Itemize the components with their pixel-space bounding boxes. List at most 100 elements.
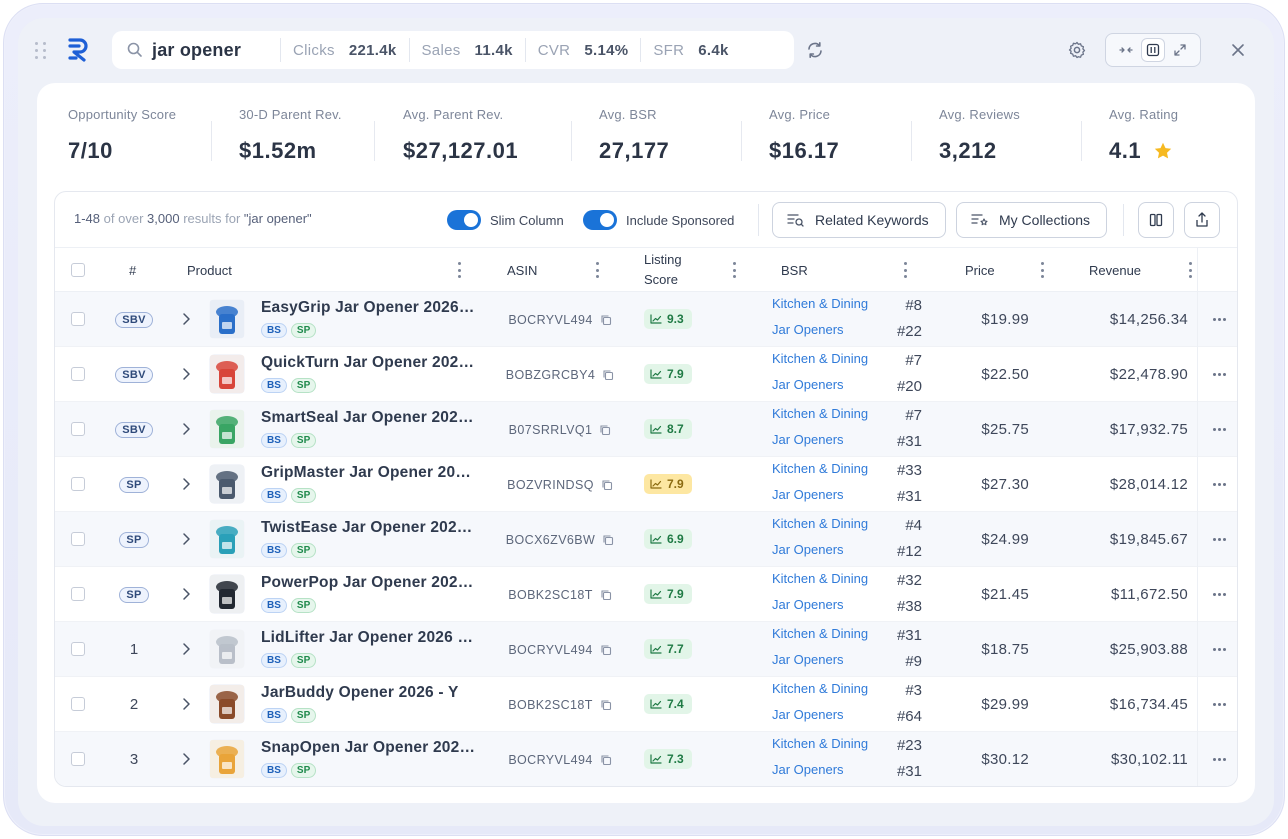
expand-row-icon[interactable] — [181, 422, 191, 436]
bsr-category-sub[interactable]: Jar Openers — [772, 707, 844, 722]
table-row[interactable]: SBV SmartSeal Jar Opener 2026 - Y BS SP … — [55, 402, 1237, 457]
product-thumbnail[interactable] — [209, 464, 245, 504]
bsr-category-sub[interactable]: Jar Openers — [772, 377, 844, 392]
my-collections-button[interactable]: My Collections — [956, 202, 1108, 238]
row-checkbox[interactable] — [71, 367, 85, 381]
bsr-category-sub[interactable]: Jar Openers — [772, 652, 844, 667]
row-more-icon[interactable] — [1213, 703, 1226, 706]
bsr-category-main[interactable]: Kitchen & Dining — [772, 461, 869, 476]
row-more-icon[interactable] — [1213, 593, 1226, 596]
table-row[interactable]: SBV EasyGrip Jar Opener 2026 - Y BS SP B… — [55, 292, 1237, 347]
row-more-icon[interactable] — [1213, 758, 1226, 761]
row-checkbox[interactable] — [71, 752, 85, 766]
col-rank[interactable]: # — [129, 262, 137, 278]
column-menu-icon[interactable] — [903, 262, 907, 278]
product-thumbnail[interactable] — [209, 574, 245, 614]
column-menu-icon[interactable] — [457, 262, 461, 278]
col-product[interactable]: Product — [187, 262, 232, 278]
include-sponsored-toggle[interactable]: Include Sponsored — [583, 210, 734, 230]
slim-column-toggle[interactable]: Slim Column — [447, 210, 564, 230]
search-query[interactable]: jar opener — [152, 39, 242, 60]
table-row[interactable]: SP PowerPop Jar Opener 2026 - Y BS SP BO… — [55, 567, 1237, 622]
copy-icon[interactable] — [601, 479, 613, 491]
copy-icon[interactable] — [599, 424, 611, 436]
copy-icon[interactable] — [602, 369, 614, 381]
expand-row-icon[interactable] — [181, 367, 191, 381]
table-row[interactable]: 3 SnapOpen Jar Opener 2026 - Y BS SP BOC… — [55, 732, 1237, 786]
export-button[interactable] — [1184, 202, 1220, 238]
bsr-category-sub[interactable]: Jar Openers — [772, 432, 844, 447]
expand-row-icon[interactable] — [181, 312, 191, 326]
asin-value[interactable]: BOCX6ZV6BW — [505, 532, 596, 547]
product-name[interactable]: TwistEase Jar Opener 2026 - Y — [261, 519, 476, 536]
row-checkbox[interactable] — [71, 697, 85, 711]
bsr-category-main[interactable]: Kitchen & Dining — [772, 516, 869, 531]
select-all-checkbox[interactable] — [71, 248, 85, 292]
search-bar[interactable]: jar opener Clicks 221.4k Sales 11.4k CVR 5.… — [112, 31, 794, 69]
row-checkbox[interactable] — [71, 532, 85, 546]
copy-icon[interactable] — [600, 754, 612, 766]
close-icon[interactable] — [1228, 40, 1248, 60]
bsr-category-sub[interactable]: Jar Openers — [772, 597, 844, 612]
col-listing-score[interactable]: Listing Score — [644, 248, 682, 292]
table-row[interactable]: 1 LidLifter Jar Opener 2026 - Y BS SP BO… — [55, 622, 1237, 677]
columns-view-icon[interactable] — [1141, 39, 1164, 61]
row-checkbox[interactable] — [71, 587, 85, 601]
product-thumbnail[interactable] — [209, 684, 245, 724]
product-name[interactable]: JarBuddy Opener 2026 - Y — [261, 684, 459, 701]
row-checkbox[interactable] — [71, 477, 85, 491]
product-name[interactable]: EasyGrip Jar Opener 2026 - Y — [261, 299, 476, 316]
bsr-category-sub[interactable]: Jar Openers — [772, 322, 844, 337]
table-row[interactable]: 2 JarBuddy Opener 2026 - Y BS SP BOBK2SC… — [55, 677, 1237, 732]
gear-icon[interactable] — [1067, 40, 1087, 60]
product-thumbnail[interactable] — [209, 739, 245, 779]
row-more-icon[interactable] — [1213, 538, 1226, 541]
copy-icon[interactable] — [600, 644, 612, 656]
row-checkbox[interactable] — [71, 312, 85, 326]
row-more-icon[interactable] — [1213, 318, 1226, 321]
col-price[interactable]: Price — [965, 262, 995, 278]
column-menu-icon[interactable] — [1188, 262, 1192, 278]
product-name[interactable]: SmartSeal Jar Opener 2026 - Y — [261, 409, 476, 426]
asin-value[interactable]: BOZVRINDSQ — [507, 477, 594, 492]
row-checkbox[interactable] — [71, 422, 85, 436]
col-revenue[interactable]: Revenue — [1089, 262, 1142, 278]
copy-icon[interactable] — [600, 314, 612, 326]
column-menu-icon[interactable] — [1040, 262, 1044, 278]
bsr-category-main[interactable]: Kitchen & Dining — [772, 626, 869, 641]
col-bsr[interactable]: BSR — [781, 262, 808, 278]
bsr-category-main[interactable]: Kitchen & Dining — [772, 351, 869, 366]
table-row[interactable]: SP TwistEase Jar Opener 2026 - Y BS SP B… — [55, 512, 1237, 567]
column-menu-icon[interactable] — [732, 262, 736, 278]
drag-handle-icon[interactable] — [35, 42, 47, 60]
related-keywords-button[interactable]: Related Keywords — [772, 202, 946, 238]
bsr-category-main[interactable]: Kitchen & Dining — [772, 681, 869, 696]
asin-value[interactable]: BOCRYVL494 — [508, 312, 593, 327]
product-thumbnail[interactable] — [209, 354, 245, 394]
product-thumbnail[interactable] — [209, 629, 245, 669]
asin-value[interactable]: BOBZGRCBY4 — [505, 367, 596, 382]
toggle-switch[interactable] — [447, 210, 481, 230]
expand-row-icon[interactable] — [181, 587, 191, 601]
product-name[interactable]: PowerPop Jar Opener 2026 - Y — [261, 574, 476, 591]
bsr-category-sub[interactable]: Jar Openers — [772, 487, 844, 502]
copy-icon[interactable] — [600, 589, 612, 601]
product-name[interactable]: GripMaster Jar Opener 2026 - Y — [261, 464, 476, 481]
product-name[interactable]: SnapOpen Jar Opener 2026 - Y — [261, 739, 476, 756]
collapse-view-icon[interactable] — [1115, 39, 1137, 61]
columns-button[interactable] — [1138, 202, 1174, 238]
table-row[interactable]: SBV QuickTurn Jar Opener 2026 - Y BS SP … — [55, 347, 1237, 402]
asin-value[interactable]: BOCRYVL494 — [508, 642, 593, 657]
expand-row-icon[interactable] — [181, 642, 191, 656]
bsr-category-main[interactable]: Kitchen & Dining — [772, 296, 869, 311]
column-menu-icon[interactable] — [595, 262, 599, 278]
copy-icon[interactable] — [600, 699, 612, 711]
row-checkbox[interactable] — [71, 642, 85, 656]
product-name[interactable]: LidLifter Jar Opener 2026 - Y — [261, 629, 476, 646]
product-thumbnail[interactable] — [209, 299, 245, 339]
expand-view-icon[interactable] — [1169, 39, 1191, 61]
row-more-icon[interactable] — [1213, 428, 1226, 431]
asin-value[interactable]: BOBK2SC18T — [508, 587, 593, 602]
bsr-category-main[interactable]: Kitchen & Dining — [772, 571, 869, 586]
bsr-category-sub[interactable]: Jar Openers — [772, 542, 844, 557]
